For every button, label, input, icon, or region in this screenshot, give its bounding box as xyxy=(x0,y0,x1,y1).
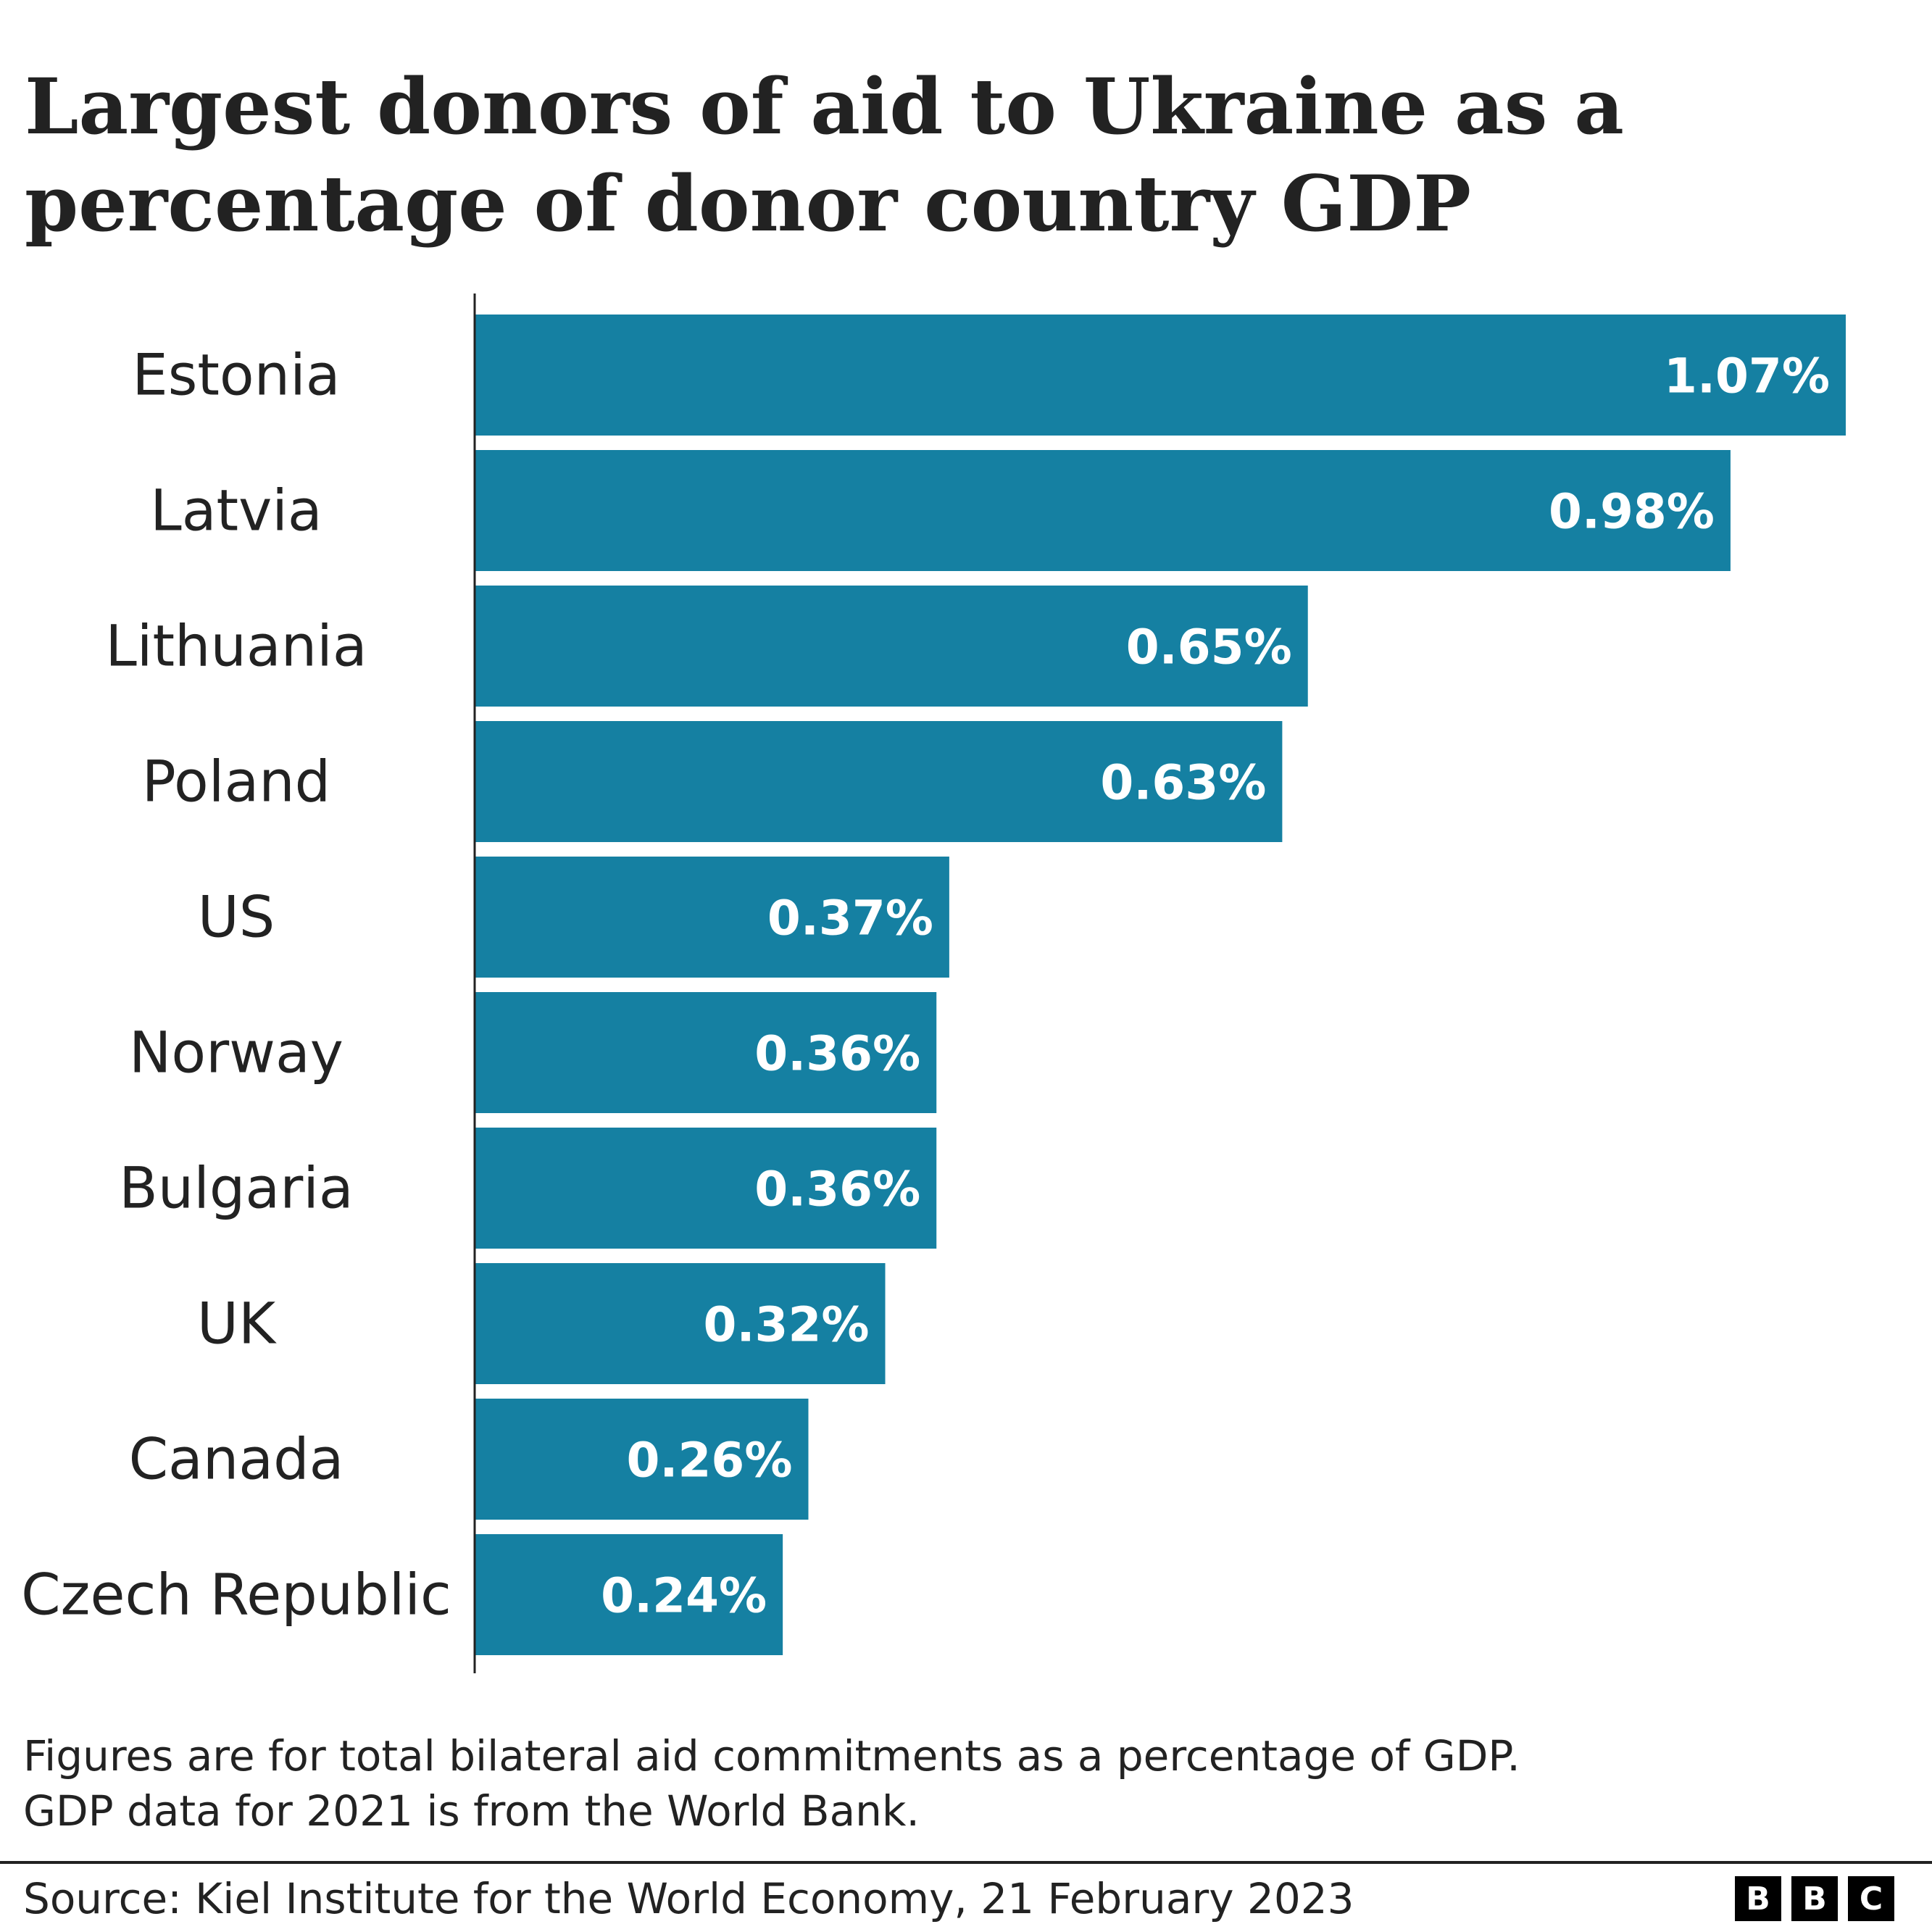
category-label: Poland xyxy=(142,750,330,815)
value-label: 0.98% xyxy=(1549,484,1715,540)
value-label: 0.36% xyxy=(754,1162,920,1217)
category-label: US xyxy=(198,886,275,951)
chart-title: Largest donors of aid to Ukraine as a pe… xyxy=(25,61,1624,249)
value-label: 1.07% xyxy=(1664,349,1830,404)
source: Source: Kiel Institute for the World Eco… xyxy=(23,1874,1354,1923)
footnote-line: Figures are for total bilateral aid comm… xyxy=(23,1731,1520,1781)
value-label: 0.37% xyxy=(767,891,933,946)
logo-letter: C xyxy=(1848,1876,1894,1921)
bbc-logo: B B C xyxy=(1735,1876,1894,1921)
bar xyxy=(475,1399,809,1520)
bar xyxy=(475,721,1283,842)
category-label: Czech Republic xyxy=(21,1563,451,1628)
bar xyxy=(475,450,1731,571)
value-label: 0.63% xyxy=(1100,755,1266,811)
category-label: Norway xyxy=(129,1021,343,1086)
category-label: UK xyxy=(197,1292,277,1357)
category-label: Latvia xyxy=(150,479,322,544)
bar xyxy=(475,1263,886,1384)
bar xyxy=(475,857,949,978)
footnote-line: GDP data for 2021 is from the World Bank… xyxy=(23,1786,920,1836)
category-label: Bulgaria xyxy=(119,1157,353,1222)
category-label: Canada xyxy=(129,1428,344,1493)
value-label: 0.26% xyxy=(627,1433,793,1488)
category-label: Lithuania xyxy=(105,615,367,680)
divider xyxy=(0,1861,1932,1864)
bar xyxy=(475,1534,783,1655)
logo-letter: B xyxy=(1791,1876,1838,1921)
bar xyxy=(475,1128,937,1249)
value-label: 0.32% xyxy=(704,1297,870,1353)
bar xyxy=(475,992,937,1113)
value-label: 0.65% xyxy=(1126,620,1292,675)
category-label: Estonia xyxy=(132,343,340,409)
footnote: Figures are for total bilateral aid comm… xyxy=(23,1728,1520,1839)
bar xyxy=(475,586,1308,707)
value-label: 0.36% xyxy=(754,1026,920,1082)
bar xyxy=(475,315,1846,436)
logo-letter: B xyxy=(1735,1876,1781,1921)
value-label: 0.24% xyxy=(601,1568,767,1624)
